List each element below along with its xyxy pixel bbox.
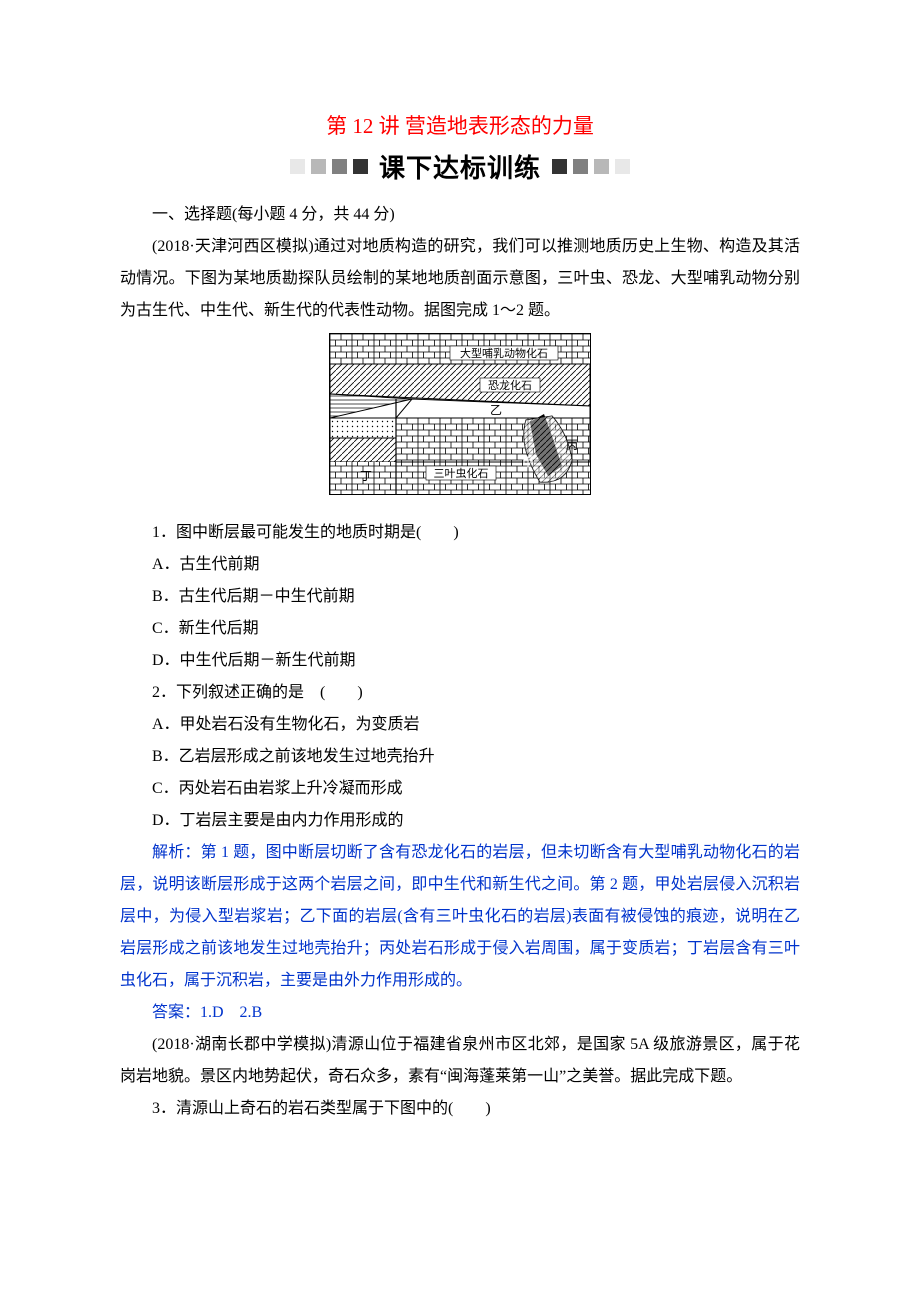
section-heading: 一、选择题(每小题 4 分，共 44 分) <box>120 199 800 231</box>
q2-opt-c: C．丙处岩石由岩浆上升冷凝而形成 <box>120 773 800 805</box>
geology-diagram: 大型哺乳动物化石 恐龙化石 乙 三叶虫化石 甲 丙 丁 <box>120 333 800 507</box>
q1-opt-c: C．新生代后期 <box>120 613 800 645</box>
q1-stem: 1．图中断层最可能发生的地质时期是( ) <box>120 517 800 549</box>
q2-opt-a: A．甲处岩石没有生物化石，为变质岩 <box>120 709 800 741</box>
passage2-intro: (2018·湖南长郡中学模拟)清源山位于福建省泉州市区北郊，是国家 5A 级旅游… <box>120 1029 800 1093</box>
deco-square-8 <box>615 159 630 174</box>
label-top: 大型哺乳动物化石 <box>460 346 548 360</box>
analysis-text: 解析：第 1 题，图中断层切断了含有恐龙化石的岩层，但未切断含有大型哺乳动物化石… <box>120 837 800 997</box>
deco-square-4 <box>353 159 368 174</box>
label-ding: 丁 <box>360 469 372 483</box>
deco-square-7 <box>594 159 609 174</box>
q2-opt-b: B．乙岩层形成之前该地发生过地壳抬升 <box>120 741 800 773</box>
deco-square-3 <box>332 159 347 174</box>
label-bing: 丙 <box>566 438 578 452</box>
q2-stem: 2．下列叙述正确的是 ( ) <box>120 677 800 709</box>
label-bottom: 三叶虫化石 <box>434 466 489 480</box>
q2-opt-d: D．丁岩层主要是由内力作用形成的 <box>120 805 800 837</box>
subtitle-row: 课下达标训练 <box>120 148 800 185</box>
q1-opt-a: A．古生代前期 <box>120 549 800 581</box>
deco-square-6 <box>573 159 588 174</box>
label-jia: 甲 <box>522 455 534 469</box>
deco-square-5 <box>552 159 567 174</box>
q1-opt-d: D．中生代后期－新生代前期 <box>120 645 800 677</box>
subtitle-text: 课下达标训练 <box>379 153 541 183</box>
passage1-intro: (2018·天津河西区模拟)通过对地质构造的研究，我们可以推测地质历史上生物、构… <box>120 231 800 327</box>
answer-text: 答案：1.D 2.B <box>120 997 800 1029</box>
q3-stem: 3．清源山上奇石的岩石类型属于下图中的( ) <box>120 1093 800 1125</box>
label-yi: 乙 <box>490 403 502 417</box>
label-mid: 恐龙化石 <box>488 378 532 392</box>
q1-opt-b: B．古生代后期－中生代前期 <box>120 581 800 613</box>
deco-square-1 <box>290 159 305 174</box>
deco-square-2 <box>311 159 326 174</box>
page-title: 第 12 讲 营造地表形态的力量 <box>120 110 800 140</box>
